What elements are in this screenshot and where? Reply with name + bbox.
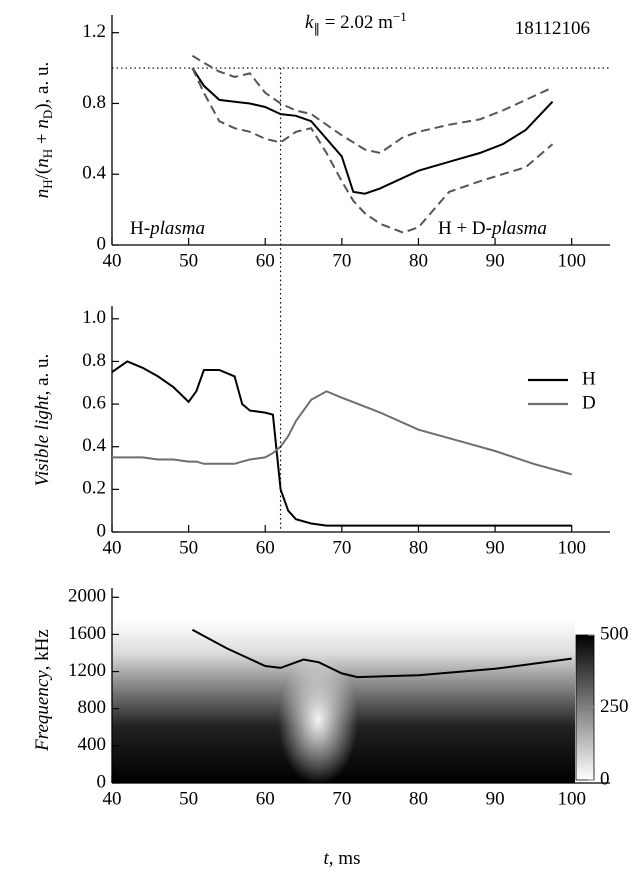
label-part: plasma	[148, 218, 205, 239]
label-part: +	[32, 129, 53, 149]
x-tick-label: 70	[332, 250, 351, 271]
x-tick-label: 90	[486, 537, 505, 558]
y-tick-label: 2000	[68, 586, 106, 607]
region-label: H + D-plasma	[438, 218, 547, 239]
colorbar-label: 0	[600, 768, 610, 789]
label-part: , ms	[329, 848, 361, 869]
x-tick-label: 100	[557, 788, 586, 809]
y-tick-label: 1.2	[82, 21, 106, 42]
label-part: H	[40, 179, 55, 188]
x-tick-label: 70	[332, 788, 351, 809]
k-annotation: k∥ = 2.02 m−1	[305, 9, 407, 36]
y-tick-label: 0.6	[82, 392, 106, 413]
data-line	[112, 390, 572, 476]
colorbar-label: 250	[600, 696, 629, 717]
label-part: ∥	[313, 21, 320, 36]
y-tick-label: 0.8	[82, 92, 106, 113]
x-tick-label: 50	[179, 250, 198, 271]
y-tick-label: 0.8	[82, 350, 106, 371]
label-part: H + D-	[438, 218, 492, 239]
x-tick-label: 80	[409, 537, 428, 558]
y-tick-label: 0	[97, 771, 107, 792]
label-part: Visible light	[32, 395, 53, 487]
y-tick-label: 0.4	[82, 163, 106, 184]
label-part: D	[40, 110, 55, 119]
shot-number: 18112106	[515, 18, 590, 39]
y-tick-label: 0.4	[82, 435, 106, 456]
y-tick-label: 400	[78, 734, 107, 755]
label-part: ), a. u.	[32, 62, 53, 110]
label-part: H-	[130, 218, 150, 239]
label-part: /(	[32, 168, 53, 180]
y-tick-label: 1600	[68, 623, 106, 644]
colorbar-label: 500	[600, 623, 629, 644]
label-part: H	[40, 149, 55, 158]
x-tick-label: 50	[179, 788, 198, 809]
y-axis-label: nH/(nH + nD), a. u.	[32, 62, 55, 199]
label-part: n	[32, 158, 53, 168]
label-part: n	[32, 189, 53, 199]
label-part: n	[32, 119, 53, 129]
data-line	[191, 67, 554, 195]
x-tick-label: 40	[103, 537, 122, 558]
y-axis-label: Visible light, a. u.	[32, 354, 53, 487]
label-part: k	[305, 12, 314, 33]
y-tick-label: 0	[97, 520, 107, 541]
x-tick-label: 40	[103, 788, 122, 809]
y-tick-label: 1.0	[82, 307, 106, 328]
label-part: , kHz	[32, 629, 53, 670]
data-line	[111, 360, 572, 527]
label-part: = 2.02 m	[320, 12, 393, 33]
x-tick-label: 90	[486, 250, 505, 271]
label-part: plasma	[490, 218, 547, 239]
x-tick-label: 60	[256, 537, 275, 558]
x-tick-label: 50	[179, 537, 198, 558]
legend-label: D	[582, 392, 596, 413]
y-axis-label: Frequency, kHz	[32, 629, 53, 752]
label-part: , a. u.	[32, 354, 53, 396]
x-tick-label: 100	[557, 537, 586, 558]
label-part: t	[324, 848, 330, 869]
x-tick-label: 90	[486, 788, 505, 809]
legend-label: H	[582, 368, 596, 389]
y-tick-label: 0.2	[82, 478, 106, 499]
data-line	[191, 54, 553, 155]
x-tick-label: 40	[103, 250, 122, 271]
spectrogram-gap	[278, 655, 358, 785]
label-part: Frequency	[32, 670, 53, 752]
x-tick-label: 80	[409, 250, 428, 271]
label-part: −1	[393, 9, 407, 24]
data-line	[191, 628, 572, 679]
x-tick-label: 100	[557, 250, 586, 271]
x-tick-label: 80	[409, 788, 428, 809]
y-tick-label: 1200	[68, 660, 106, 681]
y-tick-label: 0	[97, 233, 107, 254]
y-tick-label: 800	[78, 697, 107, 718]
x-tick-label: 60	[256, 788, 275, 809]
x-axis-label: t, ms	[324, 848, 361, 869]
x-tick-label: 60	[256, 250, 275, 271]
x-tick-label: 70	[332, 537, 351, 558]
region-label: H-plasma	[130, 218, 205, 239]
